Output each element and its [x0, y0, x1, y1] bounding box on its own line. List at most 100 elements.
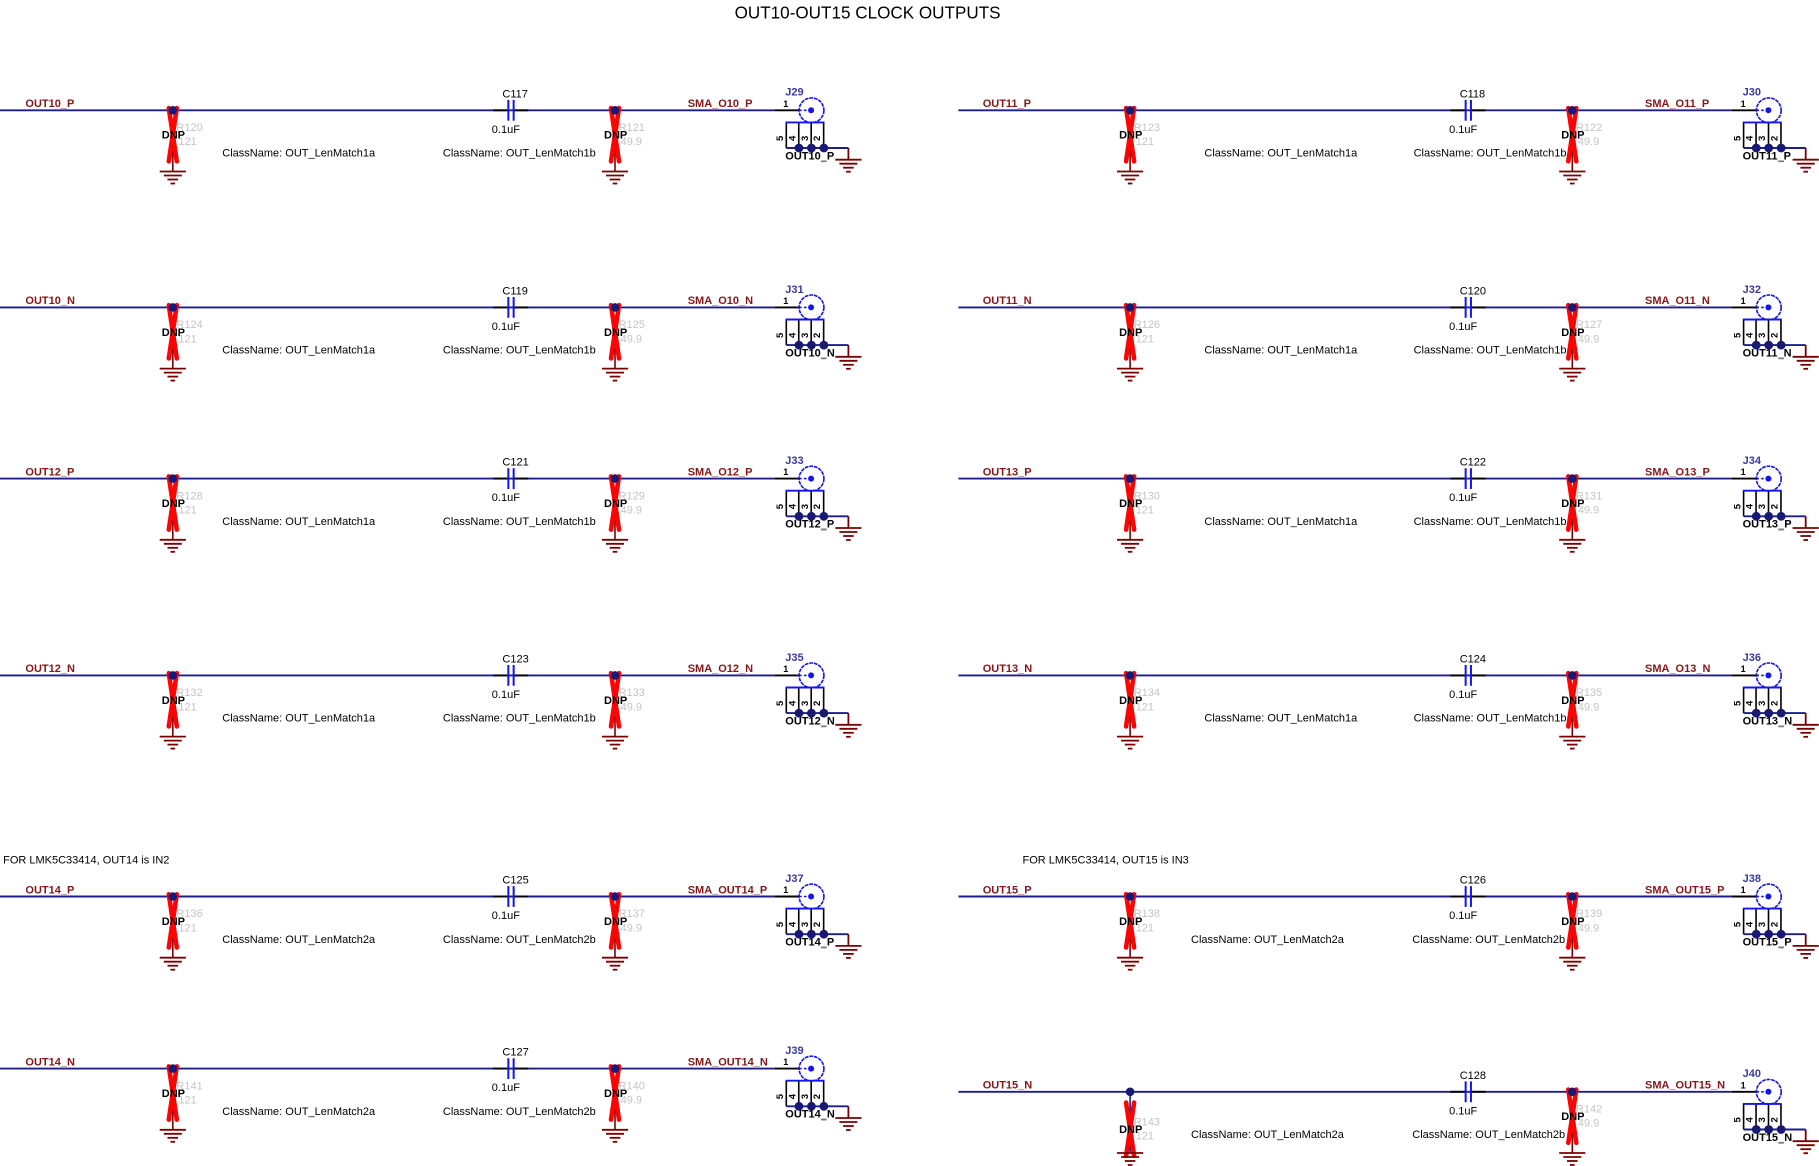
- svg-text:DNP: DNP: [604, 695, 627, 707]
- svg-text:ClassName: OUT_LenMatch2a: ClassName: OUT_LenMatch2a: [1191, 934, 1345, 946]
- svg-text:121: 121: [178, 333, 196, 345]
- svg-text:ClassName: OUT_LenMatch2b: ClassName: OUT_LenMatch2b: [1412, 934, 1565, 946]
- svg-text:121: 121: [1136, 1131, 1154, 1143]
- svg-text:4: 4: [787, 503, 798, 509]
- svg-text:J38: J38: [1743, 873, 1761, 885]
- svg-text:ClassName: OUT_LenMatch1a: ClassName: OUT_LenMatch1a: [1204, 516, 1358, 528]
- svg-text:3: 3: [1757, 701, 1768, 706]
- svg-text:2: 2: [1770, 504, 1781, 509]
- svg-text:DNP: DNP: [1119, 327, 1142, 339]
- svg-text:C120: C120: [1460, 286, 1486, 298]
- svg-text:R131: R131: [1576, 490, 1602, 502]
- svg-text:DNP: DNP: [162, 327, 185, 339]
- svg-text:R141: R141: [176, 1080, 202, 1092]
- svg-text:0.1uF: 0.1uF: [1449, 321, 1477, 333]
- svg-text:DNP: DNP: [1561, 327, 1584, 339]
- svg-text:121: 121: [1136, 922, 1154, 934]
- svg-text:4: 4: [1745, 1116, 1756, 1122]
- svg-text:5: 5: [1733, 700, 1744, 706]
- svg-text:DNP: DNP: [604, 327, 627, 339]
- svg-text:4: 4: [787, 700, 798, 706]
- svg-text:C118: C118: [1460, 88, 1485, 100]
- svg-text:R124: R124: [176, 319, 202, 331]
- svg-text:0.1uF: 0.1uF: [1449, 1105, 1477, 1117]
- svg-text:3: 3: [1757, 922, 1768, 927]
- svg-text:J40: J40: [1743, 1068, 1761, 1080]
- svg-text:1: 1: [783, 296, 788, 306]
- svg-text:ClassName: OUT_LenMatch1a: ClassName: OUT_LenMatch1a: [1204, 148, 1358, 160]
- svg-text:C125: C125: [502, 875, 528, 887]
- svg-text:4: 4: [787, 332, 798, 338]
- svg-text:2: 2: [812, 701, 823, 706]
- svg-text:49.9: 49.9: [621, 922, 642, 934]
- svg-text:0.1uF: 0.1uF: [1449, 689, 1477, 701]
- svg-text:ClassName: OUT_LenMatch2b: ClassName: OUT_LenMatch2b: [443, 934, 596, 946]
- svg-text:SMA_O11_P: SMA_O11_P: [1645, 98, 1709, 110]
- svg-text:5: 5: [1733, 1116, 1744, 1122]
- svg-text:J32: J32: [1743, 284, 1761, 296]
- svg-text:3: 3: [1757, 1117, 1768, 1122]
- svg-text:R125: R125: [619, 319, 645, 331]
- svg-text:R120: R120: [176, 122, 202, 134]
- svg-text:4: 4: [1745, 135, 1756, 141]
- svg-text:DNP: DNP: [1119, 130, 1142, 142]
- svg-text:DNP: DNP: [604, 1088, 627, 1100]
- svg-text:C122: C122: [1460, 457, 1486, 469]
- svg-text:ClassName: OUT_LenMatch1b: ClassName: OUT_LenMatch1b: [1414, 713, 1567, 725]
- svg-text:49.9: 49.9: [621, 136, 642, 148]
- svg-text:49.9: 49.9: [621, 333, 642, 345]
- svg-text:OUT13_N: OUT13_N: [1743, 716, 1793, 728]
- svg-text:R132: R132: [176, 687, 202, 699]
- svg-text:0.1uF: 0.1uF: [1449, 124, 1477, 136]
- svg-text:4: 4: [787, 1093, 798, 1099]
- svg-text:OUT14_N: OUT14_N: [785, 1109, 835, 1121]
- svg-text:0.1uF: 0.1uF: [492, 910, 520, 922]
- svg-text:FOR LMK5C33414, OUT15 is IN3: FOR LMK5C33414, OUT15 is IN3: [1023, 854, 1189, 866]
- svg-text:OUT10-OUT15 CLOCK OUTPUTS: OUT10-OUT15 CLOCK OUTPUTS: [735, 3, 1001, 22]
- svg-text:SMA_O13_N: SMA_O13_N: [1645, 663, 1710, 675]
- svg-text:121: 121: [1136, 701, 1154, 713]
- svg-text:DNP: DNP: [604, 498, 627, 510]
- svg-text:0.1uF: 0.1uF: [492, 492, 520, 504]
- svg-text:R129: R129: [619, 490, 645, 502]
- svg-text:121: 121: [1136, 136, 1154, 148]
- svg-text:R128: R128: [176, 490, 202, 502]
- svg-text:J37: J37: [785, 873, 803, 885]
- svg-text:OUT12_P: OUT12_P: [25, 466, 74, 478]
- svg-text:OUT12_N: OUT12_N: [25, 663, 75, 675]
- svg-text:ClassName: OUT_LenMatch1b: ClassName: OUT_LenMatch1b: [443, 148, 596, 160]
- svg-text:C121: C121: [502, 457, 528, 469]
- svg-text:2: 2: [812, 136, 823, 141]
- svg-text:C128: C128: [1460, 1070, 1486, 1082]
- svg-text:3: 3: [800, 136, 811, 141]
- svg-text:DNP: DNP: [162, 916, 185, 928]
- svg-text:OUT11_P: OUT11_P: [983, 98, 1031, 110]
- svg-text:0.1uF: 0.1uF: [492, 1082, 520, 1094]
- svg-text:SMA_OUT14_P: SMA_OUT14_P: [688, 884, 767, 896]
- svg-text:2: 2: [812, 1094, 823, 1099]
- svg-text:DNP: DNP: [1561, 130, 1584, 142]
- svg-text:OUT15_P: OUT15_P: [1743, 937, 1792, 949]
- svg-text:5: 5: [1733, 135, 1744, 141]
- svg-text:5: 5: [775, 921, 786, 927]
- svg-text:DNP: DNP: [162, 1088, 185, 1100]
- svg-text:SMA_O13_P: SMA_O13_P: [1645, 466, 1710, 478]
- svg-text:0.1uF: 0.1uF: [492, 321, 520, 333]
- svg-text:2: 2: [812, 922, 823, 927]
- svg-text:ClassName: OUT_LenMatch1b: ClassName: OUT_LenMatch1b: [1414, 148, 1567, 160]
- svg-text:121: 121: [1136, 333, 1154, 345]
- svg-text:J30: J30: [1743, 87, 1761, 99]
- svg-text:DNP: DNP: [1119, 916, 1142, 928]
- svg-text:ClassName: OUT_LenMatch1b: ClassName: OUT_LenMatch1b: [443, 516, 596, 528]
- svg-text:DNP: DNP: [1119, 498, 1142, 510]
- svg-text:OUT11_P: OUT11_P: [1743, 150, 1791, 162]
- svg-text:49.9: 49.9: [621, 505, 642, 517]
- svg-text:R121: R121: [619, 122, 645, 134]
- svg-text:0.1uF: 0.1uF: [1449, 492, 1477, 504]
- svg-text:OUT15_N: OUT15_N: [1743, 1132, 1793, 1144]
- svg-text:4: 4: [1745, 503, 1756, 509]
- svg-text:R130: R130: [1134, 490, 1160, 502]
- svg-text:2: 2: [1770, 701, 1781, 706]
- svg-text:R133: R133: [619, 687, 645, 699]
- svg-text:121: 121: [178, 701, 196, 713]
